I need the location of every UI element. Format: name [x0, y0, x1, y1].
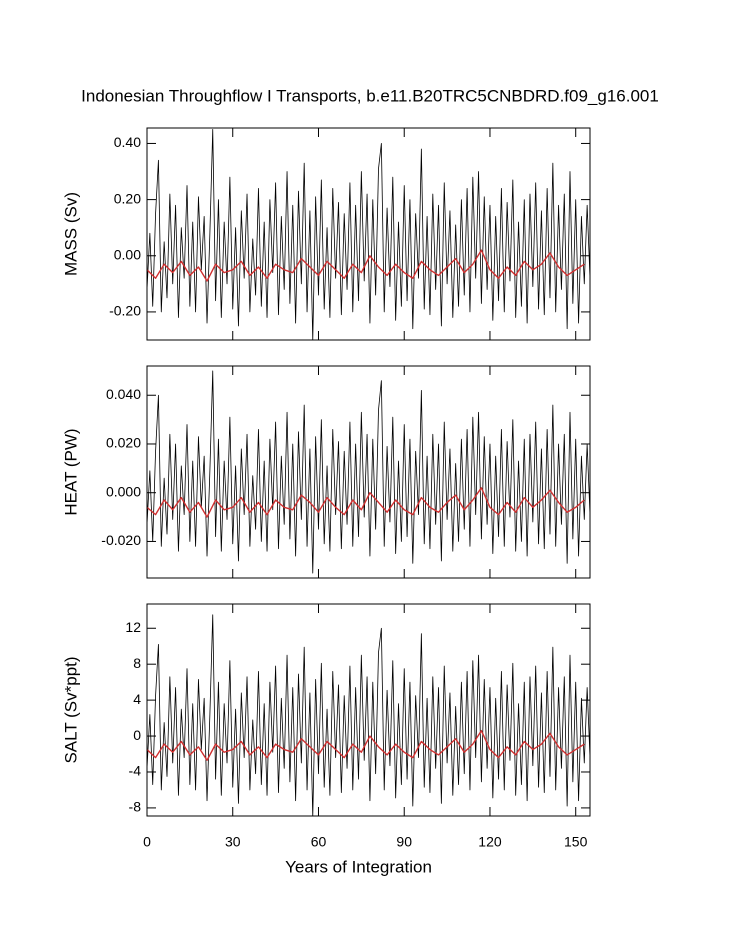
y-axis-title: MASS (Sv) [61, 192, 80, 276]
x-tick-label: 90 [396, 834, 412, 850]
x-tick-label: 120 [478, 834, 502, 850]
x-tick-label: 30 [225, 834, 241, 850]
data-line [147, 729, 585, 762]
y-tick-label: -8 [129, 799, 142, 815]
y-tick-label: 0.000 [106, 483, 141, 499]
y-tick-label: 8 [133, 655, 141, 671]
data-line [147, 129, 590, 340]
y-tick-label: 0.20 [114, 190, 141, 206]
data-line [147, 370, 590, 574]
plot-frame [146, 127, 591, 341]
data-line [147, 614, 590, 816]
y-tick-label: -4 [129, 763, 142, 779]
y-tick-label: 0.040 [106, 386, 141, 402]
data-line [147, 487, 585, 518]
x-tick-label: 0 [143, 834, 151, 850]
plot-frame [146, 603, 591, 817]
y-tick-label: 0.40 [114, 134, 141, 150]
plot-frame [146, 365, 591, 579]
y-tick-label: -0.20 [109, 303, 141, 319]
y-axis-title: HEAT (PW) [61, 428, 80, 515]
y-tick-label: 12 [125, 619, 141, 635]
y-axis-title: SALT (Sv*ppt) [61, 656, 80, 763]
y-tick-label: -0.020 [101, 532, 141, 548]
y-tick-label: 0.00 [114, 246, 141, 262]
x-axis-title: Years of Integration [285, 857, 432, 876]
y-tick-label: 0 [133, 727, 141, 743]
y-tick-label: 0.020 [106, 435, 141, 451]
x-tick-label: 150 [564, 834, 588, 850]
chart-title: Indonesian Throughflow I Transports, b.e… [81, 86, 659, 105]
y-tick-label: 4 [133, 691, 141, 707]
data-line [147, 249, 585, 282]
x-tick-label: 60 [311, 834, 327, 850]
